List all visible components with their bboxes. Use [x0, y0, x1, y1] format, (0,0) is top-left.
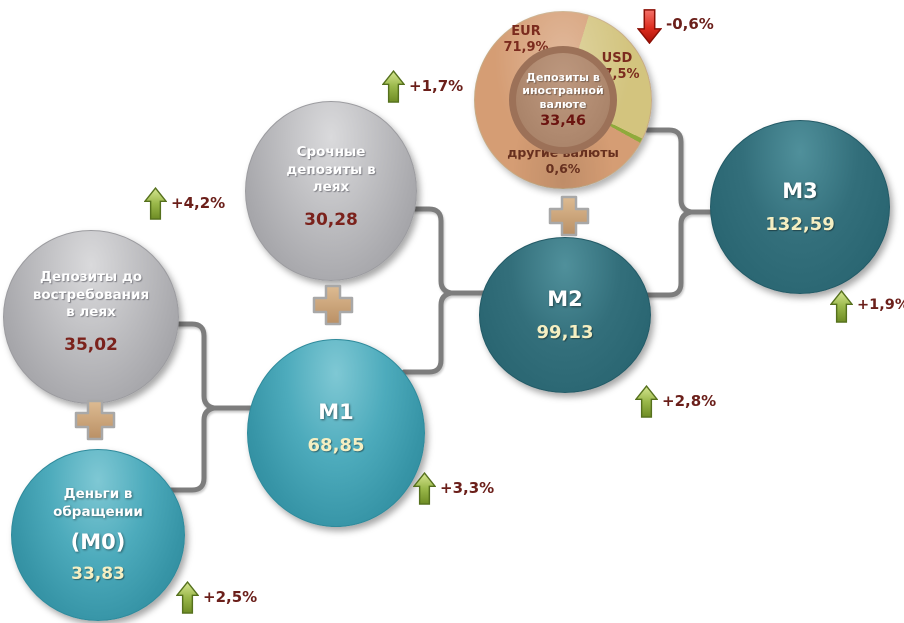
up-arrow-icon [144, 187, 167, 220]
m3-change: +1,9% [830, 290, 904, 324]
m2-circle: М2 99,13 [479, 237, 651, 393]
brace-to-m1 [167, 321, 255, 493]
m1-title: М1 [318, 400, 354, 424]
money-in-circulation-change: +2,5% [176, 581, 257, 615]
down-arrow-icon [637, 9, 662, 44]
up-arrow-icon [176, 581, 199, 614]
up-arrow-icon [382, 70, 405, 103]
m2-change: +2,8% [635, 385, 716, 419]
deposits-demand-change: +4,2% [144, 187, 225, 221]
m1-change: +3,3% [413, 472, 494, 506]
plus-icon [548, 195, 590, 237]
m3-circle: М3 132,59 [710, 120, 890, 294]
m2-value: 99,13 [536, 322, 594, 343]
term-deposits-change: +1,7% [382, 70, 463, 104]
money-in-circulation-label: Деньги в обращении [53, 486, 143, 520]
fx-deposits-pie [474, 11, 652, 189]
fx-deposits-label: Депозиты в иностранной валюте [522, 71, 604, 111]
fx-deposits-value: 33,46 [540, 112, 586, 129]
fx-deposits-change: -0,6% [637, 8, 714, 44]
money-in-circulation-value: 33,83 [71, 563, 125, 584]
brace-to-m2 [401, 206, 498, 375]
up-arrow-icon [635, 385, 658, 418]
plus-icon [74, 399, 116, 441]
m1-value: 68,85 [307, 435, 365, 456]
m3-title: М3 [782, 179, 818, 203]
fx-deposits-center: Депозиты в иностранной валюте 33,46 [509, 46, 617, 154]
term-deposits-label: Срочные депозиты в леях [286, 144, 376, 196]
m3-value: 132,59 [765, 214, 835, 235]
fx-deposits-donut: EUR 71,9% USD 27,5% другие валюты 0,6% Д… [474, 11, 652, 189]
deposits-demand-value: 35,02 [64, 334, 118, 355]
up-arrow-icon [830, 290, 853, 323]
term-deposits-value: 30,28 [304, 209, 358, 230]
deposits-demand-label: Депозиты до востребования в леях [32, 269, 150, 321]
money-in-circulation-circle: Деньги в обращении (М0) 33,83 [11, 449, 185, 621]
plus-icon [312, 284, 354, 326]
term-deposits-circle: Срочные депозиты в леях 30,28 [245, 101, 417, 281]
deposits-demand-circle: Депозиты до востребования в леях 35,02 [3, 230, 179, 404]
up-arrow-icon [413, 472, 436, 505]
m1-circle: М1 68,85 [247, 339, 425, 527]
m2-title: М2 [547, 287, 583, 311]
m0-code: (М0) [70, 529, 126, 554]
